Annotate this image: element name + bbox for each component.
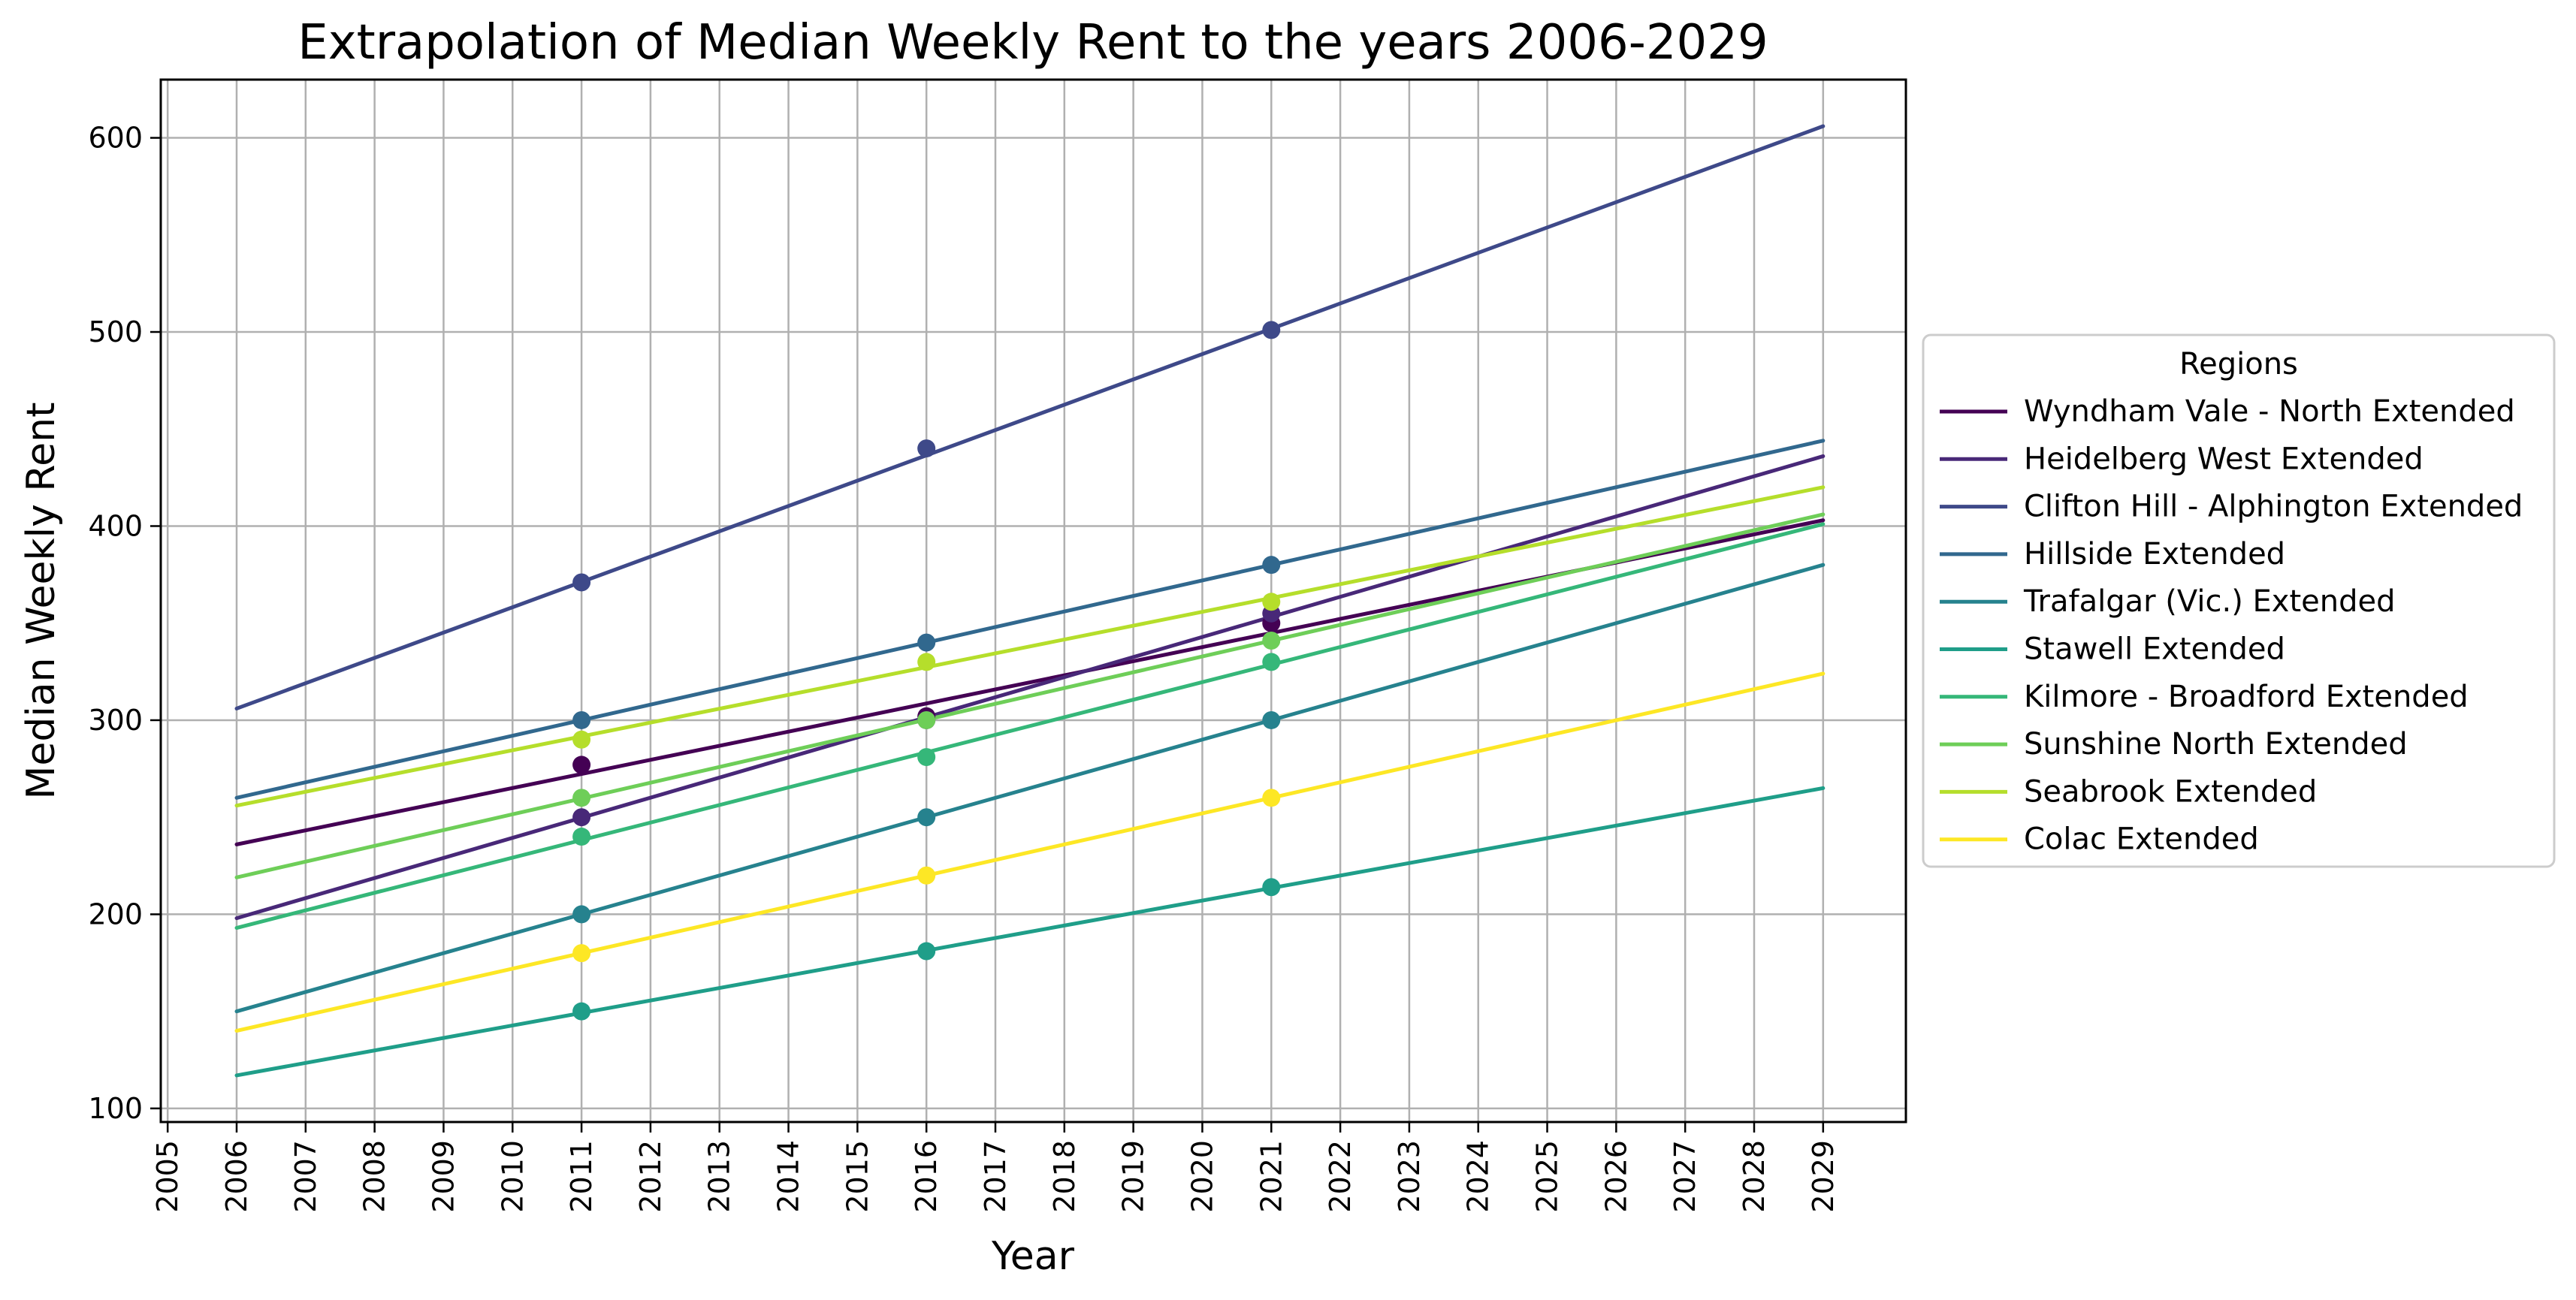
x-tick-label: 2027 — [1669, 1140, 1702, 1213]
data-point — [1262, 631, 1281, 650]
data-point — [917, 808, 936, 827]
x-tick-label: 2006 — [220, 1140, 253, 1213]
x-tick-label: 2012 — [634, 1140, 667, 1213]
series-line — [234, 512, 1826, 879]
legend-label: Colac Extended — [2024, 822, 2259, 857]
x-tick-label: 2021 — [1255, 1140, 1288, 1213]
x-tick-label: 2016 — [910, 1140, 943, 1213]
series-line — [234, 522, 1826, 931]
series-line — [234, 563, 1826, 1014]
x-tick-label: 2020 — [1185, 1140, 1219, 1213]
x-tick-label: 2007 — [289, 1140, 322, 1213]
legend: Regions Wyndham Vale - North Extended Hei… — [1922, 333, 2556, 868]
series-line — [234, 124, 1826, 710]
x-tick-label: 2025 — [1531, 1140, 1564, 1213]
legend-label: Stawell Extended — [2024, 632, 2285, 667]
data-point — [917, 710, 936, 729]
x-tick-label: 2017 — [979, 1140, 1012, 1213]
grid — [161, 80, 1906, 1122]
data-point — [572, 1002, 591, 1021]
x-tick-label: 2026 — [1599, 1140, 1632, 1213]
data-point — [572, 944, 591, 963]
data-point — [1262, 653, 1281, 671]
data-point — [572, 756, 591, 774]
data-point — [572, 808, 591, 827]
x-tick-label: 2013 — [703, 1140, 736, 1213]
y-tick-label: 100 — [88, 1092, 143, 1125]
x-axis-ticks: 2005 2006 2007 2008 2009 2010 2011 2012 2013 2014… — [151, 1122, 1840, 1213]
legend-label: Clifton Hill - Alphington Extended — [2024, 490, 2523, 524]
x-tick-label: 2023 — [1393, 1140, 1426, 1213]
x-tick-label: 2008 — [358, 1140, 391, 1213]
legend-label: Heidelberg West Extended — [2024, 442, 2423, 476]
x-tick-label: 2029 — [1807, 1140, 1840, 1213]
series-line — [234, 485, 1826, 808]
y-tick-label: 300 — [88, 704, 143, 737]
series-line — [234, 786, 1826, 1078]
data-point — [572, 573, 591, 592]
data-point — [572, 730, 591, 749]
legend-label: Hillside Extended — [2024, 537, 2285, 572]
y-tick-label: 400 — [88, 509, 143, 542]
legend-label: Wyndham Vale - North Extended — [2024, 394, 2515, 429]
data-point — [917, 748, 936, 767]
series-line — [234, 671, 1826, 1033]
x-tick-label: 2028 — [1738, 1140, 1771, 1213]
data-point — [917, 653, 936, 671]
data-point — [1262, 593, 1281, 611]
x-axis-label: Year — [991, 1234, 1075, 1279]
data-point — [917, 439, 936, 458]
data-point — [917, 942, 936, 961]
x-tick-label: 2009 — [427, 1140, 460, 1213]
data-point — [572, 710, 591, 729]
x-tick-label: 2019 — [1117, 1140, 1150, 1213]
x-tick-label: 2024 — [1462, 1140, 1495, 1213]
data-point — [572, 905, 591, 924]
x-tick-label: 2014 — [772, 1140, 805, 1213]
legend-label: Seabrook Extended — [2024, 774, 2317, 809]
y-tick-label: 600 — [88, 122, 143, 155]
x-tick-label: 2022 — [1324, 1140, 1357, 1213]
x-tick-label: 2018 — [1048, 1140, 1081, 1213]
legend-label: Kilmore - Broadford Extended — [2024, 680, 2469, 714]
data-point — [572, 789, 591, 807]
x-tick-label: 2015 — [841, 1140, 874, 1213]
data-point — [917, 633, 936, 652]
y-axis-label: Median Weekly Rent — [19, 402, 64, 799]
y-tick-label: 200 — [88, 897, 143, 931]
data-point — [1262, 878, 1281, 897]
x-tick-label: 2011 — [565, 1140, 598, 1213]
x-tick-label: 2005 — [151, 1140, 184, 1213]
series-line — [234, 454, 1826, 921]
data-point — [1262, 789, 1281, 807]
data-point — [1262, 710, 1281, 729]
legend-box — [1922, 333, 2556, 868]
data-point — [1262, 321, 1281, 339]
data-point — [572, 828, 591, 846]
legend-title: Regions — [2179, 347, 2298, 382]
chart-title: Extrapolation of Median Weekly Rent to t… — [297, 15, 1768, 71]
legend-label: Sunshine North Extended — [2024, 727, 2408, 762]
series-line — [234, 439, 1826, 800]
series-lines — [234, 124, 1826, 1078]
data-point — [1262, 556, 1281, 575]
x-tick-label: 2010 — [496, 1140, 529, 1213]
data-point — [917, 866, 936, 885]
y-axis-ticks: 100 200 300 400 500 600 — [88, 122, 161, 1125]
series-points — [572, 321, 1281, 1021]
plot-frame — [159, 78, 1907, 1124]
legend-label: Trafalgar (Vic.) Extended — [2023, 584, 2396, 619]
y-tick-label: 500 — [88, 315, 143, 348]
